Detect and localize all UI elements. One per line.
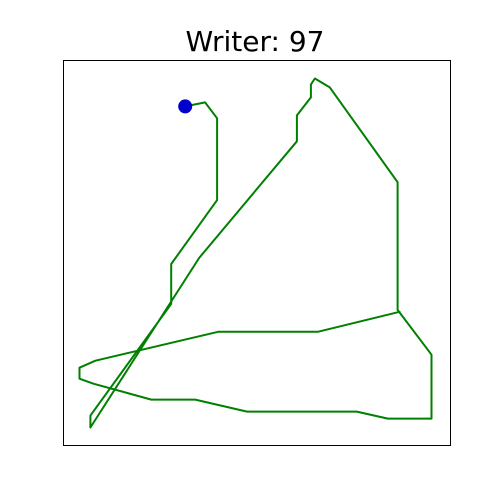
stroke-path-1 — [78, 77, 433, 429]
start-point-marker — [178, 99, 193, 114]
marker-layer — [178, 99, 193, 114]
plot-frame — [63, 60, 451, 446]
series-layer — [78, 77, 433, 429]
chart-title: Writer: 97 — [186, 25, 325, 58]
